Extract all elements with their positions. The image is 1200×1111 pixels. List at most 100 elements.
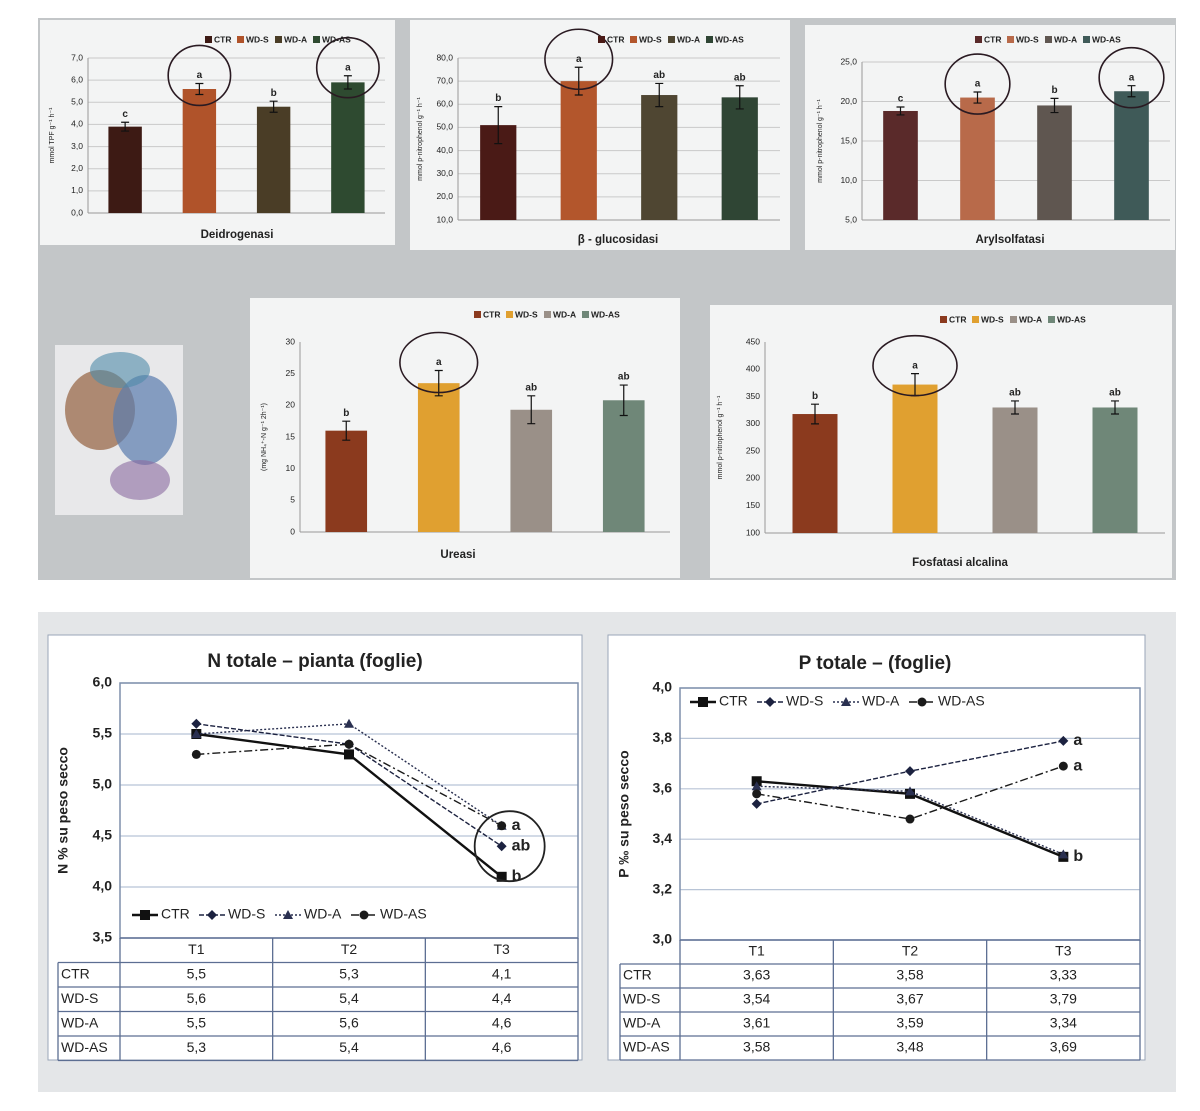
marker — [752, 789, 762, 799]
table-cell: 3,54 — [743, 991, 770, 1007]
error-bar — [195, 82, 204, 96]
legend-label: WD-S — [786, 693, 823, 709]
significance-letter: a — [345, 62, 351, 73]
bar — [510, 409, 553, 532]
bar — [560, 81, 597, 221]
bar — [417, 383, 460, 532]
table-row-label: WD-S — [623, 991, 660, 1007]
error-bar — [342, 420, 351, 441]
legend-swatch — [1007, 36, 1014, 43]
marker — [496, 841, 507, 852]
table-cell: 3,48 — [896, 1039, 923, 1055]
legend-swatch — [474, 311, 481, 318]
marker — [497, 821, 507, 831]
y-tick-label: 40,0 — [436, 145, 453, 155]
bar — [1114, 91, 1149, 220]
x-tick-label: T2 — [902, 943, 919, 959]
y-tick-label: 3,2 — [653, 880, 673, 896]
table-row-label: WD-A — [61, 1014, 99, 1030]
legend-label: CTR — [607, 34, 624, 44]
legend-label: WD-A — [677, 34, 700, 44]
x-tick-label: T2 — [341, 941, 358, 957]
y-tick-label: 300 — [746, 418, 760, 428]
y-tick-label: 30 — [286, 336, 296, 346]
marker — [751, 776, 762, 787]
marker — [905, 786, 915, 796]
y-tick-label: 250 — [746, 445, 760, 455]
error-bar — [343, 75, 352, 90]
bar — [331, 82, 365, 213]
chart-title: P totale – (foglie) — [799, 653, 952, 674]
legend-swatch — [630, 36, 637, 43]
y-tick-label: 30,0 — [436, 168, 453, 178]
legend-swatch — [237, 36, 244, 43]
y-tick-label: 3,0 — [653, 931, 673, 947]
bar — [792, 414, 838, 533]
highlight-circle — [473, 810, 546, 883]
error-bar — [896, 106, 905, 116]
y-tick-label: 3,6 — [653, 780, 673, 796]
y-tick-label: 10 — [286, 463, 296, 473]
series-line — [196, 743, 502, 827]
y-tick-label: 6,0 — [93, 674, 113, 690]
y-tick-label: 5,0 — [71, 97, 83, 107]
table-row-label: WD-S — [61, 990, 98, 1006]
marker — [841, 697, 851, 706]
chart-background — [607, 634, 1146, 1061]
significance-letter: ab — [1109, 388, 1121, 399]
y-tick-label: 15,0 — [840, 135, 857, 145]
legend-label: WD-AS — [591, 309, 620, 319]
significance-letter: b — [812, 391, 818, 402]
y-tick-label: 25,0 — [840, 56, 857, 66]
significance-letter: a — [1129, 72, 1135, 83]
y-tick-label: 20,0 — [840, 96, 857, 106]
significance-letter: a — [975, 79, 981, 90]
legend-swatch — [275, 36, 282, 43]
legend-swatch — [544, 311, 551, 318]
marker — [751, 798, 762, 809]
legend-swatch — [506, 311, 513, 318]
table-cell: 3,69 — [1050, 1039, 1077, 1055]
bar — [325, 430, 368, 532]
table-cell: 4,6 — [492, 1039, 512, 1055]
error-bar — [735, 85, 744, 110]
significance-letter: ab — [653, 70, 665, 81]
x-tick-label: T1 — [748, 943, 765, 959]
significance-letter: a — [1073, 757, 1082, 774]
y-tick-label: 15 — [286, 431, 296, 441]
chart-title: Arylsolfatasi — [975, 234, 1044, 246]
table-cell: 5,5 — [187, 1014, 207, 1030]
highlight-circle — [544, 28, 614, 91]
legend-swatch — [668, 36, 675, 43]
bar — [883, 110, 918, 220]
table-cell: 3,63 — [743, 967, 770, 983]
y-tick-label: 2,0 — [71, 163, 83, 173]
significance-letter: b — [495, 93, 501, 104]
chart-title: Deidrogenasi — [201, 229, 274, 241]
y-tick-label: 4,5 — [93, 827, 113, 843]
chart-background — [47, 634, 583, 1061]
legend-label: WD-A — [1054, 34, 1077, 44]
marker — [698, 697, 708, 707]
error-bar — [1050, 97, 1059, 114]
error-bar — [1011, 400, 1019, 415]
y-tick-label: 150 — [746, 500, 760, 510]
significance-letter: ab — [618, 372, 630, 383]
y-tick-label: 400 — [746, 364, 760, 374]
marker — [191, 749, 201, 759]
y-tick-label: 5,0 — [93, 776, 113, 792]
marker — [917, 697, 927, 707]
legend-swatch — [1010, 316, 1017, 323]
y-tick-label: 70,0 — [436, 75, 453, 85]
marker — [496, 871, 507, 882]
x-tick-label: T3 — [1055, 943, 1072, 959]
significance-letter: b — [1051, 85, 1057, 96]
marker — [1058, 761, 1068, 771]
y-tick-label: 200 — [746, 473, 760, 483]
chart-title: β - glucosidasi — [578, 234, 659, 246]
table-cell: 5,6 — [339, 1014, 359, 1030]
significance-letter: ab — [512, 837, 531, 854]
significance-letter: a — [576, 54, 582, 65]
significance-letter: ab — [1009, 388, 1021, 399]
protein-blob — [90, 352, 150, 388]
